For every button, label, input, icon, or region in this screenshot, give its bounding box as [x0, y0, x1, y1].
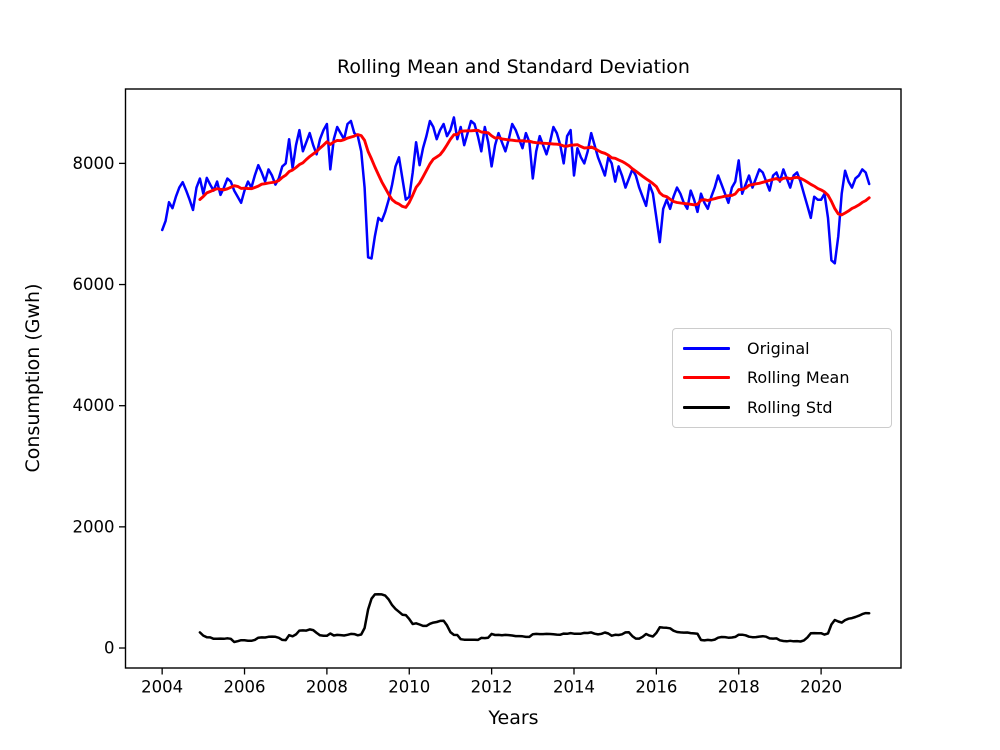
y-tick-label: 0	[104, 639, 115, 658]
x-tick-label: 2020	[800, 678, 842, 697]
chart-title: Rolling Mean and Standard Deviation	[337, 56, 690, 78]
y-tick-label: 2000	[73, 517, 115, 536]
rolling-std-line	[198, 592, 871, 644]
x-tick-label: 2008	[306, 678, 348, 697]
legend-line-original-icon	[683, 347, 730, 351]
x-tick-label: 2006	[224, 678, 266, 697]
y-tick-label: 8000	[73, 154, 115, 173]
rolling-mean-line	[198, 128, 871, 217]
x-tick-label: 2010	[388, 678, 430, 697]
legend-item-rolling-std: Rolling Std	[683, 398, 881, 417]
legend-item-original: Original	[683, 339, 881, 358]
x-axis-label: Years	[488, 707, 539, 729]
x-tick-label: 2018	[718, 678, 760, 697]
legend-line-rolling-mean-icon	[683, 376, 730, 380]
legend-label-rolling-std: Rolling Std	[747, 397, 833, 417]
y-tick-label: 4000	[73, 396, 115, 415]
legend-label-original: Original	[747, 339, 810, 359]
y-tick-label: 6000	[73, 275, 115, 294]
x-tick-label: 2016	[635, 678, 677, 697]
legend: Original Rolling Mean Rolling Std	[672, 328, 892, 428]
legend-label-rolling-mean: Rolling Mean	[747, 368, 850, 388]
plot-border	[124, 88, 902, 669]
x-tick-label: 2004	[141, 678, 183, 697]
legend-item-rolling-mean: Rolling Mean	[683, 368, 881, 387]
x-tick-label: 2012	[471, 678, 513, 697]
y-axis-label: Consumption (Gwh)	[22, 283, 44, 473]
x-tick-label: 2014	[553, 678, 595, 697]
legend-line-rolling-std-icon	[683, 405, 730, 409]
